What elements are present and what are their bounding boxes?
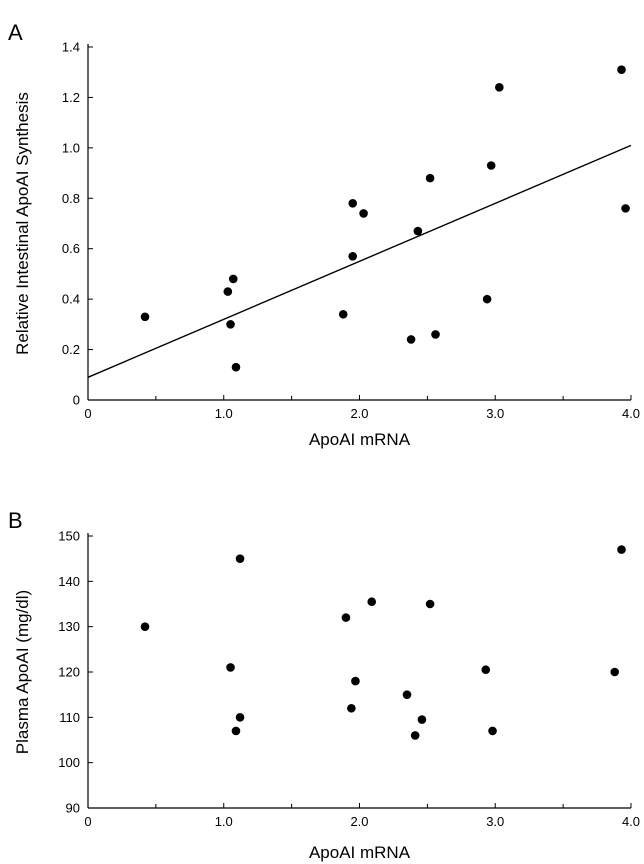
panel-b-data-point bbox=[425, 599, 435, 609]
panel-b-data-point bbox=[351, 676, 360, 686]
panel-a-data-point bbox=[617, 65, 626, 74]
panel-a-y-tick-label: 0.2 bbox=[62, 342, 80, 357]
panel-a-x-tick-label: 4.0 bbox=[622, 406, 640, 421]
panel-b-data-point bbox=[402, 690, 412, 699]
panel-b-y-tick-label: 90 bbox=[66, 801, 80, 816]
panel-b-data-point bbox=[235, 713, 245, 722]
panel-a-y-tick-label: 0.8 bbox=[62, 191, 80, 206]
panel-a-x-tick-label: 0 bbox=[84, 406, 91, 421]
panel-a-data-point bbox=[431, 330, 440, 339]
panel-a-data-point bbox=[425, 173, 435, 183]
panel-a-x-axis-title: ApoAI mRNA bbox=[309, 430, 411, 449]
panel-a-data-point bbox=[348, 251, 358, 261]
panel-b-data-point bbox=[410, 731, 420, 740]
panel-b-y-axis-title: Plasma ApoAI (mg/dl) bbox=[13, 590, 32, 754]
panel-a-data-point bbox=[348, 199, 358, 208]
panel-b-x-tick-label: 2.0 bbox=[350, 814, 368, 829]
panel-b-data-point bbox=[481, 665, 491, 675]
panel-b-data-point bbox=[617, 545, 626, 554]
panel-a-letter: A bbox=[8, 20, 23, 45]
panel-a-chart: A 0 0.2 0.4 0.6 0.8 1.0 1.2 1.4 0 1.0 2.0 3.0 4.0 Apo… bbox=[8, 20, 640, 449]
panel-a-y-axis-title: Relative Intestinal ApoAI Synthesis bbox=[13, 92, 32, 355]
panel-a-data-point bbox=[338, 309, 348, 319]
panel-a-data-point bbox=[413, 226, 423, 236]
panel-b-data-point bbox=[347, 703, 356, 713]
panel-a-y-tick-label: 1.4 bbox=[62, 40, 80, 55]
panel-b-y-tick-label: 110 bbox=[59, 710, 80, 725]
panel-b-x-tick-label: 3.0 bbox=[486, 814, 504, 829]
panel-b-chart: B 90 100 110 120 130 140 150 0 1.0 2.0 3.0 4.0 ApoAI… bbox=[8, 508, 640, 862]
panel-a-data-point bbox=[495, 83, 504, 92]
panel-b-data-point bbox=[231, 726, 241, 736]
panel-b-y-tick-label: 130 bbox=[58, 619, 80, 634]
panel-a-y-tick-label: 0.6 bbox=[62, 241, 80, 256]
panel-b-x-tick-label: 0 bbox=[84, 814, 91, 829]
panel-b-data-point bbox=[610, 667, 620, 677]
panel-a-data-point bbox=[226, 320, 235, 329]
panel-a-data-point bbox=[228, 274, 238, 284]
panel-a-data-point bbox=[406, 335, 416, 344]
panel-b-data-point bbox=[235, 554, 245, 563]
panel-b-y-tick-label: 100 bbox=[58, 755, 80, 770]
panel-b-x-axis-title: ApoAI mRNA bbox=[309, 843, 411, 862]
panel-a-data-point bbox=[359, 209, 368, 218]
panel-a-data-point bbox=[231, 362, 241, 372]
panel-b-y-tick-label: 150 bbox=[58, 529, 80, 544]
panel-a-trendline bbox=[87, 144, 632, 378]
panel-b-y-tick-label: 140 bbox=[58, 574, 80, 589]
panel-b-y-tick-label: 120 bbox=[58, 665, 80, 680]
panel-a-data-point bbox=[621, 204, 630, 213]
panel-a-y-tick-label: 0.4 bbox=[62, 292, 80, 307]
panel-a-x-tick-label: 3.0 bbox=[486, 406, 504, 421]
panel-b-data-point bbox=[140, 622, 150, 631]
panel-a-y-tick-label: 1.2 bbox=[62, 90, 80, 105]
panel-b-letter: B bbox=[8, 508, 23, 533]
panel-a-data-point bbox=[140, 312, 150, 322]
panel-b-data-point bbox=[341, 613, 351, 622]
panel-b-x-tick-label: 4.0 bbox=[622, 814, 640, 829]
panel-b-data-point bbox=[488, 726, 497, 736]
panel-b-data-point bbox=[417, 715, 427, 724]
panel-a-y-tick-label: 0 bbox=[73, 393, 80, 408]
panel-b-x-tick-label: 1.0 bbox=[215, 814, 233, 829]
panel-a-x-tick-label: 2.0 bbox=[350, 406, 368, 421]
panel-a-data-point bbox=[482, 294, 492, 304]
panel-b-data-point bbox=[226, 663, 235, 672]
panel-a-y-tick-label: 1.0 bbox=[62, 140, 80, 155]
panel-a-x-tick-label: 1.0 bbox=[215, 406, 233, 421]
panel-b-data-point bbox=[367, 597, 377, 607]
panel-a-data-point bbox=[223, 287, 233, 296]
panel-a-data-point bbox=[486, 161, 496, 170]
